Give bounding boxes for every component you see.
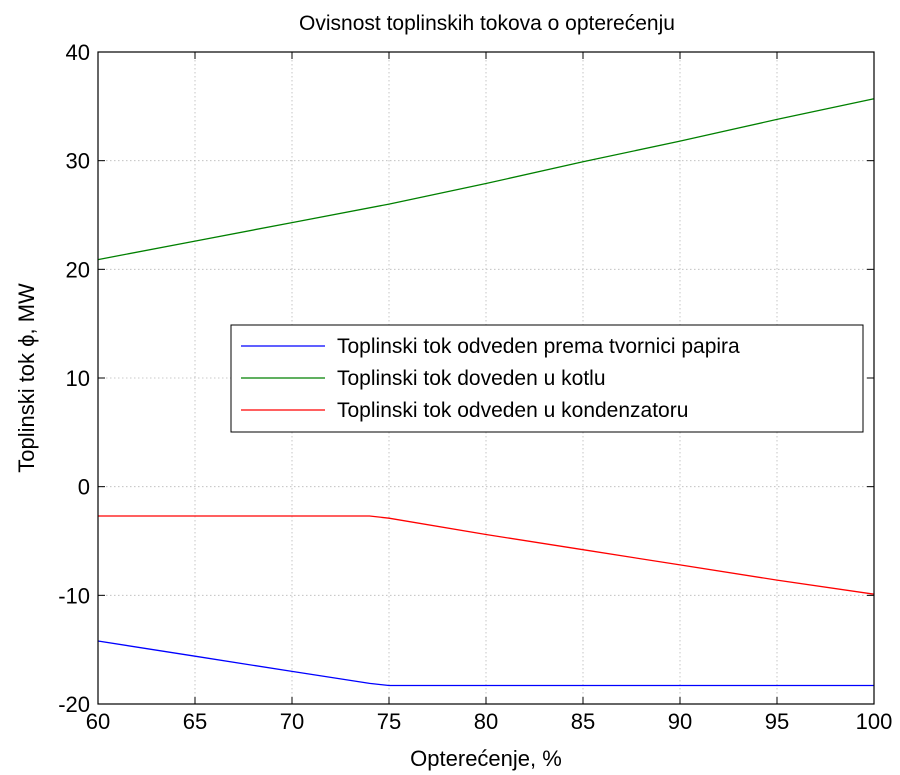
legend-box <box>230 324 864 433</box>
y-axis-label: Toplinski tok ϕ, MW <box>14 283 39 473</box>
x-tick-label: 100 <box>856 709 893 734</box>
y-tick-label: 0 <box>78 475 90 500</box>
series-line-2 <box>98 515 875 595</box>
x-axis-label: Opterećenje, % <box>410 746 562 771</box>
y-tick-label: -20 <box>58 692 90 717</box>
series-lines <box>97 98 875 687</box>
y-tick-label: 40 <box>66 40 90 65</box>
legend-label-0: Toplinski tok odveden prema tvornici pap… <box>337 335 740 358</box>
series-line-1 <box>97 98 875 261</box>
y-tick-label: 30 <box>66 149 90 174</box>
x-tick-label: 75 <box>377 709 401 734</box>
legend-label-1: Toplinski tok doveden u kotlu <box>337 367 606 390</box>
x-tick-label: 60 <box>86 709 110 734</box>
y-tick-label: 10 <box>66 366 90 391</box>
legend-label-2: Toplinski tok odveden u kondenzatoru <box>337 399 688 422</box>
legend: Toplinski tok odveden prema tvornici pap… <box>230 324 864 433</box>
x-tick-label: 70 <box>280 709 304 734</box>
x-tick-label: 85 <box>571 709 595 734</box>
x-tick-label: 65 <box>183 709 207 734</box>
x-tick-label: 95 <box>765 709 789 734</box>
legend-items: Toplinski tok odveden prema tvornici pap… <box>241 335 740 422</box>
x-tick-label: 90 <box>668 709 692 734</box>
axis-ticks: 60 65 70 75 80 85 90 95 100 -20 -10 0 10 20 30 40 <box>58 40 892 734</box>
y-tick-label: 20 <box>66 257 90 282</box>
y-tick-label: -10 <box>58 583 90 608</box>
chart-title: Ovisnost toplinskih tokova o opterećenju <box>299 12 675 35</box>
x-tick-label: 80 <box>474 709 498 734</box>
series-line-0 <box>97 640 874 687</box>
